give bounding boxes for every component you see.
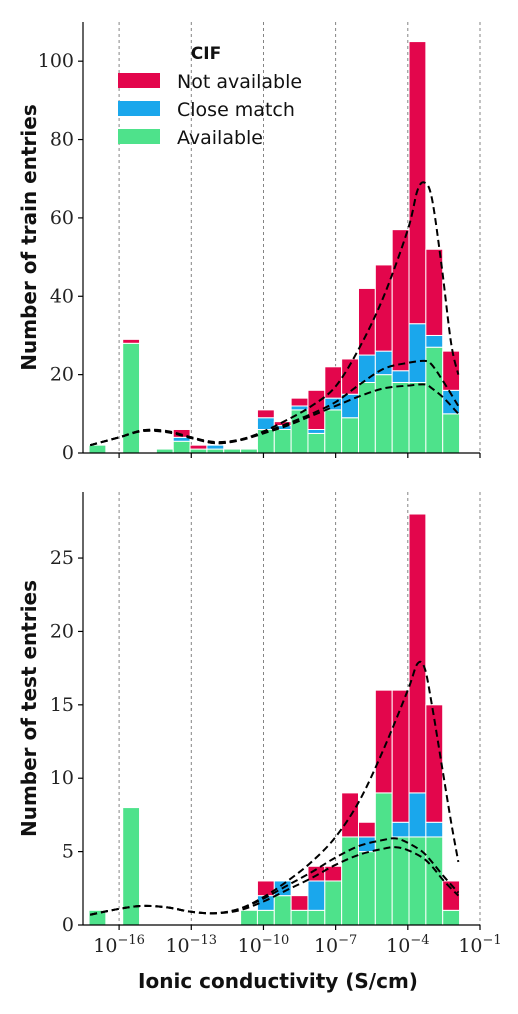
bar-not-available — [391, 689, 410, 823]
bar-available — [240, 909, 258, 926]
train-panel: 0 20 40 60 80 100 Number of train entries CIF No… — [17, 22, 481, 464]
bar-available — [374, 792, 393, 926]
bar-not-available — [290, 397, 309, 407]
bar-available — [273, 428, 292, 454]
legend: CIF Not available Close match Available — [118, 44, 302, 149]
bar-available — [307, 432, 326, 454]
y-tick-label: 10 — [50, 767, 74, 789]
bar-available — [273, 895, 292, 926]
x-tick-label: 10−16 — [93, 933, 145, 957]
legend-swatch-close-match — [118, 101, 160, 116]
bar-available — [324, 880, 343, 926]
bar-not-available — [122, 338, 141, 344]
y-tick-label: 80 — [50, 129, 74, 151]
legend-label-close-match: Close match — [177, 99, 295, 121]
bar-available — [307, 909, 326, 926]
bar-available — [324, 409, 343, 454]
bar-not-available — [425, 248, 444, 336]
bar-not-available — [442, 880, 461, 911]
y-tick-label: 25 — [50, 547, 74, 569]
y-tick-label: 20 — [50, 620, 74, 642]
bar-close-match — [391, 821, 410, 838]
bar-not-available — [391, 229, 410, 372]
bar-close-match — [307, 428, 326, 434]
bar-not-available — [425, 704, 444, 823]
bar-close-match — [408, 323, 427, 383]
x-tick-label: 10−10 — [238, 933, 290, 957]
y-tick-label: 20 — [50, 364, 74, 386]
kde-curve-available-close — [89, 359, 460, 447]
y-tick-label: 40 — [50, 285, 74, 307]
bar-not-available — [290, 895, 309, 911]
bar-not-available — [357, 821, 376, 838]
test-panel: 0 5 10 15 20 25 10−16 10−13 10−10 10−7 10−4 10−1 Num… — [17, 492, 502, 957]
bar-close-match — [425, 334, 444, 348]
kde-curve-available — [89, 383, 460, 447]
legend-label-not-available: Not available — [177, 71, 302, 93]
x-tick-label: 10−13 — [165, 933, 217, 957]
bar-close-match — [307, 880, 326, 911]
bar-not-available — [189, 444, 208, 450]
y-tick-label: 0 — [62, 914, 74, 936]
bar-available — [442, 909, 461, 926]
legend-label-available: Available — [177, 127, 263, 149]
y-tick-label: 15 — [50, 694, 74, 716]
x-tick-label: 10−1 — [458, 933, 501, 957]
bar-not-available — [307, 865, 326, 882]
legend-swatch-not-available — [118, 73, 160, 88]
bar-not-available — [408, 513, 427, 794]
bar-close-match — [206, 444, 225, 450]
bar-available — [341, 417, 359, 454]
x-axis-label: Ionic conductivity (S/cm) — [138, 969, 418, 993]
y-tick-label: 0 — [62, 442, 74, 464]
bar-available — [408, 836, 427, 926]
bar-available — [408, 381, 427, 454]
x-tick-label: 10−4 — [386, 933, 429, 957]
legend-title: CIF — [191, 44, 221, 64]
bar-not-available — [307, 389, 326, 430]
bar-available — [172, 440, 191, 454]
bar-close-match — [391, 370, 410, 383]
bar-available — [442, 413, 461, 454]
bar-available — [391, 381, 410, 454]
bar-available — [256, 909, 275, 926]
bar-not-available — [256, 880, 275, 897]
bar-close-match — [425, 821, 444, 838]
bar-available — [425, 346, 444, 454]
legend-swatch-available — [118, 129, 160, 144]
bar-close-match — [357, 354, 376, 383]
bar-not-available — [172, 428, 191, 438]
kde-curve-available — [90, 846, 460, 916]
y-axis-label: Number of test entries — [17, 580, 41, 837]
y-tick-label: 100 — [38, 50, 74, 72]
bar-available — [88, 444, 107, 454]
y-axis-label: Number of train entries — [17, 104, 41, 370]
bar-close-match — [408, 792, 427, 838]
bar-available — [357, 851, 376, 926]
bar-not-available — [374, 689, 393, 794]
y-tick-label: 5 — [62, 841, 74, 863]
bar-available — [290, 909, 309, 926]
y-tick-label: 60 — [50, 207, 74, 229]
bar-not-available — [256, 409, 275, 419]
x-tick-label: 10−7 — [314, 933, 357, 957]
bar-available — [425, 836, 444, 926]
